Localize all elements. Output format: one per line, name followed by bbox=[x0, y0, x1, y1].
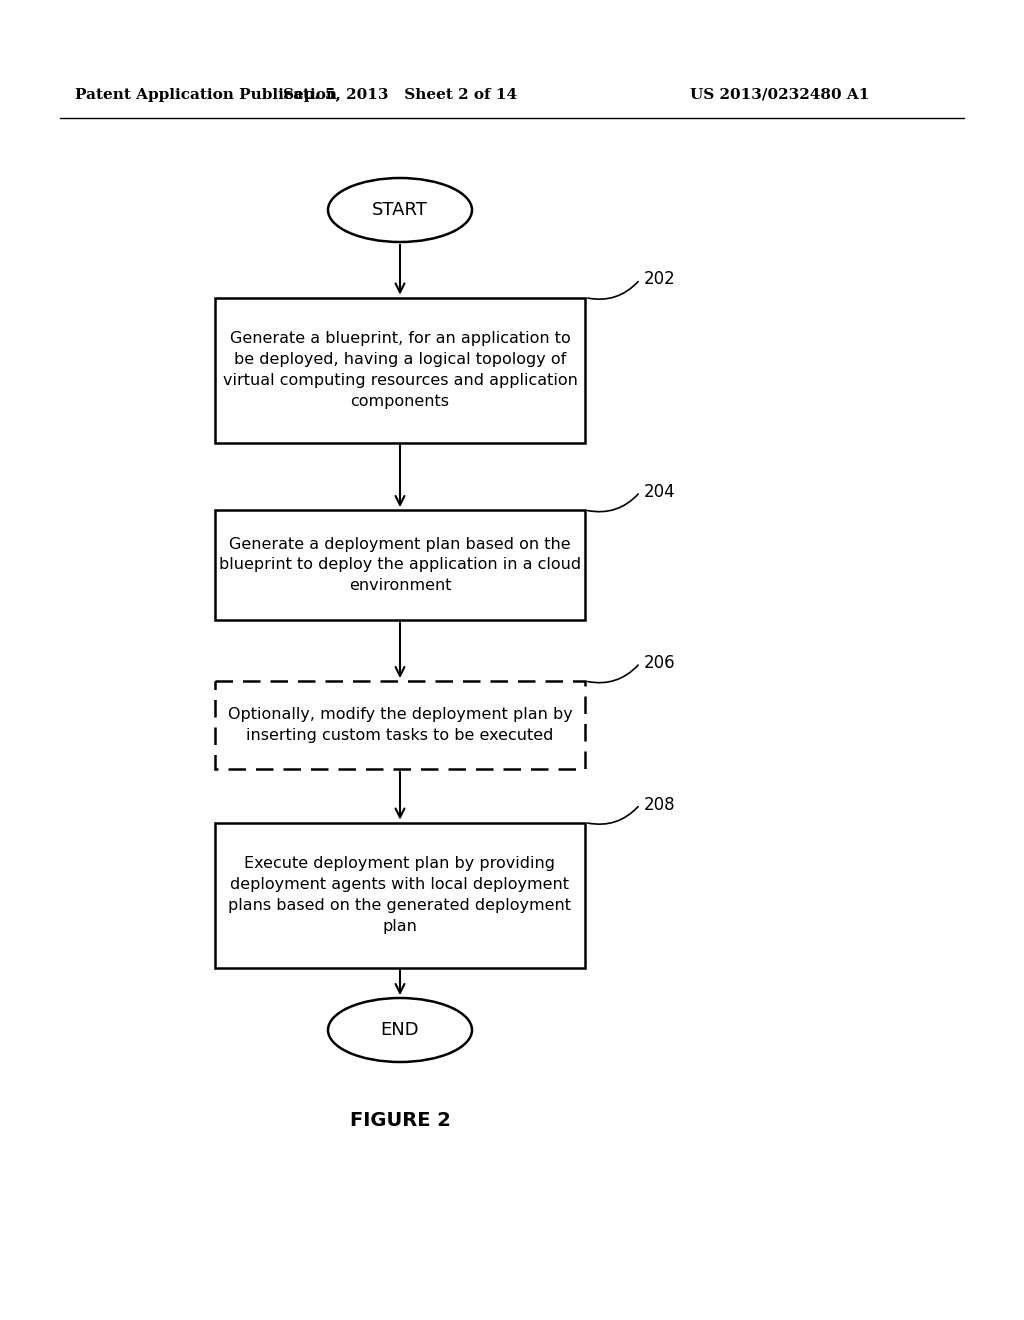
Text: US 2013/0232480 A1: US 2013/0232480 A1 bbox=[690, 88, 869, 102]
Bar bbox=[215, 297, 585, 442]
Text: 202: 202 bbox=[644, 271, 676, 289]
Text: Sep. 5, 2013   Sheet 2 of 14: Sep. 5, 2013 Sheet 2 of 14 bbox=[283, 88, 517, 102]
Text: FIGURE 2: FIGURE 2 bbox=[349, 1110, 451, 1130]
Text: Patent Application Publication: Patent Application Publication bbox=[75, 88, 337, 102]
Text: START: START bbox=[372, 201, 428, 219]
Text: END: END bbox=[381, 1020, 419, 1039]
Bar bbox=[215, 822, 585, 968]
Text: Execute deployment plan by providing
deployment agents with local deployment
pla: Execute deployment plan by providing dep… bbox=[228, 855, 571, 935]
Text: 208: 208 bbox=[644, 796, 676, 813]
Ellipse shape bbox=[328, 998, 472, 1063]
Bar bbox=[215, 510, 585, 620]
Text: Optionally, modify the deployment plan by
inserting custom tasks to be executed: Optionally, modify the deployment plan b… bbox=[227, 708, 572, 743]
Text: Generate a deployment plan based on the
blueprint to deploy the application in a: Generate a deployment plan based on the … bbox=[219, 536, 581, 594]
Text: 206: 206 bbox=[644, 653, 676, 672]
Bar bbox=[215, 681, 585, 770]
Text: 204: 204 bbox=[644, 483, 676, 502]
Text: Generate a blueprint, for an application to
be deployed, having a logical topolo: Generate a blueprint, for an application… bbox=[222, 331, 578, 409]
Ellipse shape bbox=[328, 178, 472, 242]
